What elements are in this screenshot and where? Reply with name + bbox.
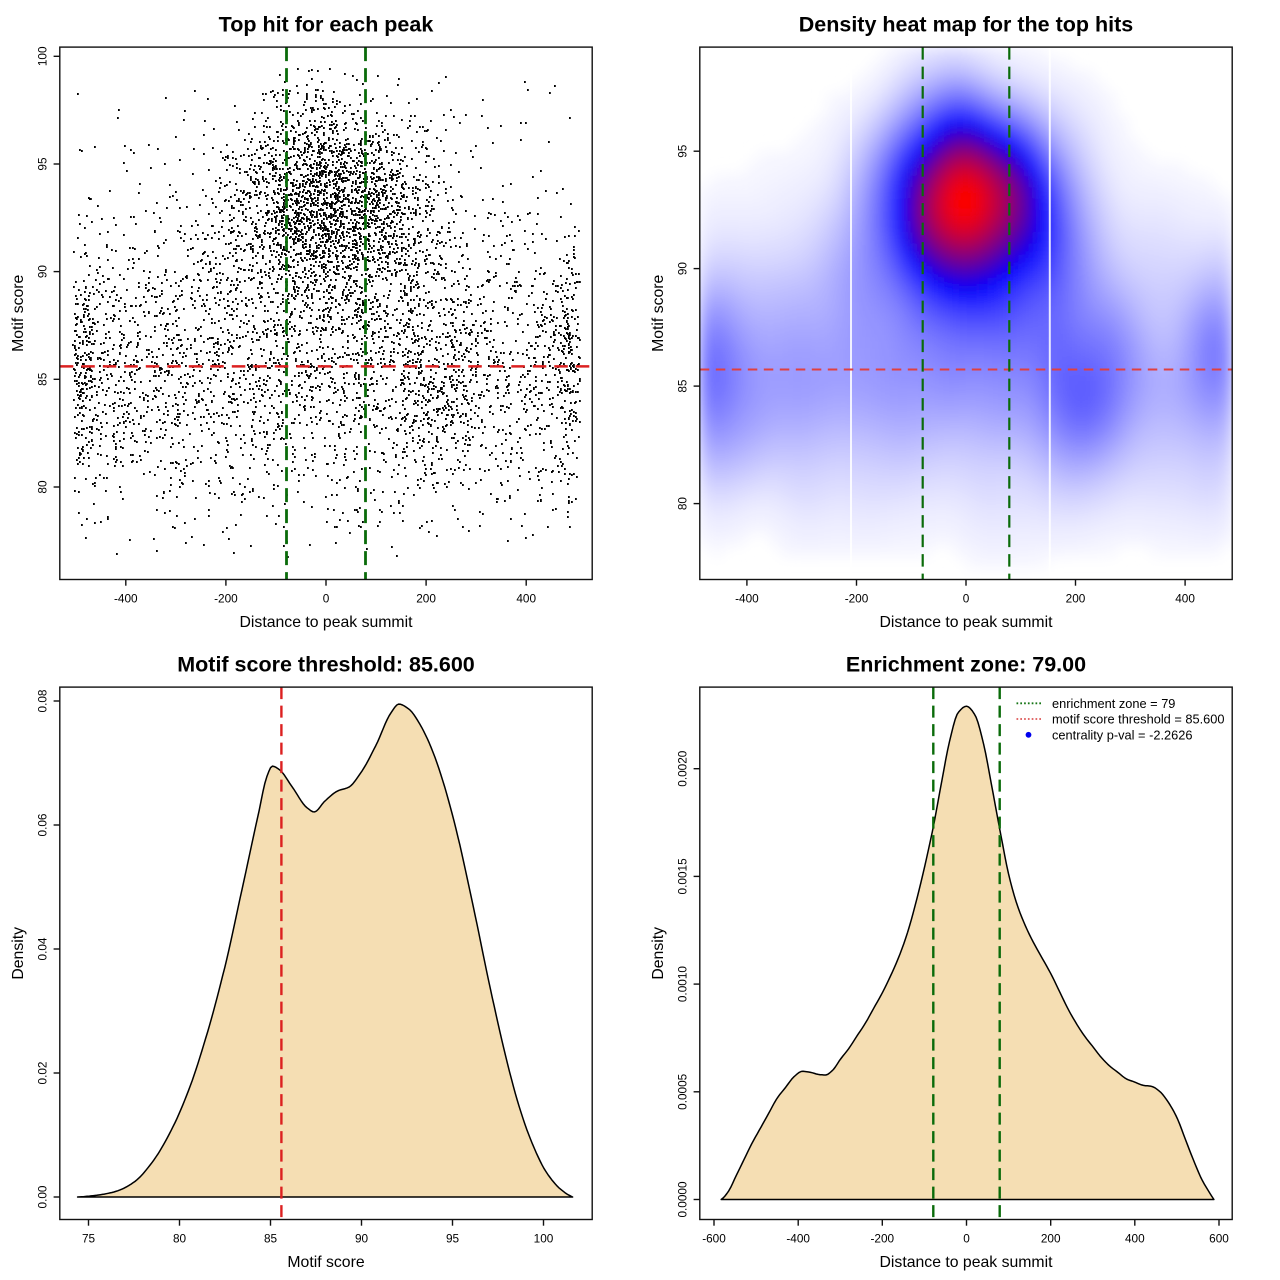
- svg-text:600: 600: [1209, 1232, 1229, 1246]
- svg-text:400: 400: [516, 592, 536, 606]
- svg-text:200: 200: [1066, 592, 1086, 606]
- svg-text:0.02: 0.02: [35, 1062, 49, 1085]
- svg-text:Distance to peak summit: Distance to peak summit: [240, 614, 414, 631]
- svg-text:-400: -400: [735, 592, 759, 606]
- svg-text:Top hit for each peak: Top hit for each peak: [219, 13, 434, 37]
- svg-text:0.04: 0.04: [35, 937, 49, 960]
- svg-text:Motif score: Motif score: [650, 274, 667, 351]
- svg-text:80: 80: [35, 480, 49, 494]
- svg-text:400: 400: [1175, 592, 1195, 606]
- svg-text:400: 400: [1125, 1232, 1145, 1246]
- svg-text:motif score threshold = 85.600: motif score threshold = 85.600: [1052, 712, 1225, 727]
- svg-text:Motif score: Motif score: [287, 1254, 364, 1271]
- svg-text:0.0005: 0.0005: [675, 1073, 689, 1110]
- svg-text:centrality p-val = -2.2626: centrality p-val = -2.2626: [1052, 727, 1193, 742]
- svg-text:Density heat map for the top h: Density heat map for the top hits: [799, 13, 1134, 37]
- svg-text:Distance to peak summit: Distance to peak summit: [880, 614, 1054, 631]
- svg-text:0.0015: 0.0015: [675, 858, 689, 895]
- svg-text:95: 95: [675, 144, 689, 158]
- svg-text:-200: -200: [845, 592, 869, 606]
- svg-text:100: 100: [35, 46, 49, 66]
- svg-text:-400: -400: [114, 592, 138, 606]
- svg-text:85: 85: [264, 1232, 278, 1246]
- svg-text:90: 90: [35, 265, 49, 279]
- svg-text:95: 95: [35, 157, 49, 171]
- svg-text:200: 200: [416, 592, 436, 606]
- svg-text:Enrichment zone: 79.00: Enrichment zone: 79.00: [846, 653, 1086, 677]
- svg-text:-200: -200: [870, 1232, 894, 1246]
- svg-text:0.0010: 0.0010: [675, 966, 689, 1003]
- svg-text:Density: Density: [650, 927, 667, 980]
- svg-text:200: 200: [1041, 1232, 1061, 1246]
- svg-text:Motif score threshold: 85.600: Motif score threshold: 85.600: [177, 653, 475, 677]
- svg-text:0.06: 0.06: [35, 813, 49, 836]
- svg-text:75: 75: [82, 1232, 96, 1246]
- svg-text:-400: -400: [786, 1232, 810, 1246]
- svg-text:85: 85: [675, 379, 689, 393]
- svg-text:0.08: 0.08: [35, 689, 49, 712]
- svg-text:80: 80: [173, 1232, 187, 1246]
- svg-text:0: 0: [323, 592, 330, 606]
- svg-text:Distance to peak summit: Distance to peak summit: [880, 1254, 1054, 1271]
- svg-text:Motif score: Motif score: [10, 274, 27, 351]
- svg-text:Density: Density: [10, 927, 27, 980]
- svg-text:85: 85: [35, 372, 49, 386]
- svg-text:0.0020: 0.0020: [675, 750, 689, 787]
- svg-text:0: 0: [963, 592, 970, 606]
- svg-text:0.0000: 0.0000: [675, 1181, 689, 1218]
- svg-text:90: 90: [355, 1232, 369, 1246]
- svg-text:enrichment zone = 79: enrichment zone = 79: [1052, 696, 1175, 711]
- svg-text:0: 0: [963, 1232, 970, 1246]
- svg-text:-600: -600: [702, 1232, 726, 1246]
- svg-text:95: 95: [446, 1232, 460, 1246]
- svg-text:-200: -200: [214, 592, 238, 606]
- svg-text:0.00: 0.00: [35, 1185, 49, 1208]
- svg-text:100: 100: [534, 1232, 554, 1246]
- svg-text:80: 80: [675, 497, 689, 511]
- svg-text:90: 90: [675, 262, 689, 276]
